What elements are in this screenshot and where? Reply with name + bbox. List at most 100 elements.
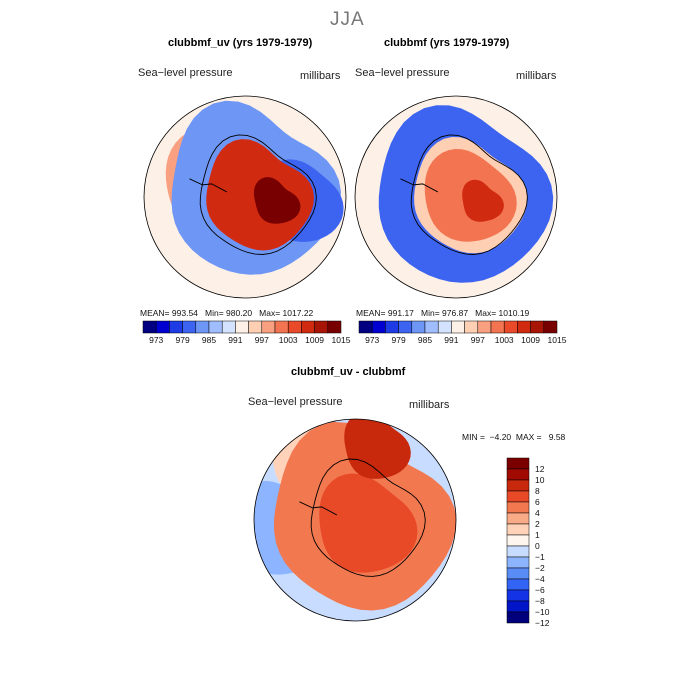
colorbar-1: 973 979 985 991 997 1003 1009 1015 bbox=[358, 320, 567, 345]
peninsula-coastline bbox=[400, 178, 439, 193]
diff-stats: MIN = −4.20 MAX = 9.58 bbox=[462, 432, 565, 442]
diff-colorbar-cell bbox=[506, 600, 530, 613]
colorbar-tick-label: 991 bbox=[228, 335, 242, 345]
colorbar-cell bbox=[169, 320, 183, 334]
colorbar-tick-label: 1015 bbox=[548, 335, 567, 345]
region-east-antarctic-high bbox=[253, 177, 301, 224]
colorbar-tick-label: 973 bbox=[149, 335, 163, 345]
diff-colorbar-cell bbox=[506, 534, 530, 547]
diff-colorbar-tick-label: −12 bbox=[535, 618, 550, 628]
diff-colorbar-tick-label: 0 bbox=[535, 541, 540, 551]
peninsula-coastline bbox=[189, 178, 228, 193]
panel2-mean-value: 991.17 bbox=[387, 308, 414, 318]
panel2-max-value: 1010.19 bbox=[498, 308, 530, 318]
diff-colorbar-tick-label: 6 bbox=[535, 497, 540, 507]
panel1-stats: MEAN= 993.54 Min= 980.20 Max= 1017.22 bbox=[140, 308, 313, 318]
diff-colorbar-tick-label: 10 bbox=[535, 475, 545, 485]
diff-colorbar-cell bbox=[506, 611, 530, 624]
diff-colorbar-tick-label: −10 bbox=[535, 607, 550, 617]
colorbar-cell bbox=[543, 320, 558, 334]
colorbar-cell bbox=[314, 320, 329, 334]
map-border bbox=[354, 95, 558, 299]
panel2-units-label: millibars bbox=[516, 70, 557, 82]
colorbar-cell bbox=[327, 320, 342, 334]
panel1-units-label: millibars bbox=[300, 70, 341, 82]
diff-min-value: −4.20 bbox=[489, 432, 512, 442]
colorbar-tick-label: 985 bbox=[418, 335, 432, 345]
colorbar-cell bbox=[411, 320, 426, 334]
panel2-max-label: Max= bbox=[475, 308, 497, 318]
colorbar-cell bbox=[358, 320, 373, 334]
diff-colorbar-tick-label: 1 bbox=[535, 530, 540, 540]
colorbar-cell bbox=[235, 320, 249, 334]
diff-colorbar-tick-label: 12 bbox=[535, 464, 545, 474]
colorbar-cell bbox=[287, 320, 302, 334]
diff-colorbar-cell bbox=[506, 457, 530, 470]
diff-colorbar-tick-label: −1 bbox=[535, 552, 545, 562]
colorbar-tick-label: 1009 bbox=[305, 335, 324, 345]
colorbar-tick-label: 1003 bbox=[279, 335, 298, 345]
colorbar-cell bbox=[398, 320, 413, 334]
map-border bbox=[253, 418, 457, 622]
colorbar-tick-label: 997 bbox=[471, 335, 485, 345]
diff-colorbar-cell bbox=[506, 512, 530, 525]
diff-colorbar-cell bbox=[506, 490, 530, 503]
diff-colorbar-tick-label: −2 bbox=[535, 563, 545, 573]
diff-units-label: millibars bbox=[409, 399, 450, 411]
diff-colorbar-tick-label: −8 bbox=[535, 596, 545, 606]
diff-colorbar-cell bbox=[506, 589, 530, 602]
panel1-max-value: 1017.22 bbox=[282, 308, 314, 318]
map-0 bbox=[143, 95, 347, 299]
panel2-mean-label: MEAN= bbox=[356, 308, 386, 318]
colorbar-cell bbox=[517, 320, 531, 334]
diff-colorbar-tick-label: −6 bbox=[535, 585, 545, 595]
colorbar-cell bbox=[208, 320, 223, 334]
colorbar-tick-label: 1009 bbox=[521, 335, 540, 345]
antarctica-coastline bbox=[410, 134, 528, 255]
diff-colorbar-cell bbox=[506, 501, 530, 514]
colorbar-cell bbox=[261, 320, 276, 334]
panel2-min-label: Min= bbox=[421, 308, 440, 318]
colorbar-cell bbox=[503, 320, 518, 334]
panel1-title: clubbmf_uv (yrs 1979-1979) bbox=[168, 37, 313, 49]
colorbar-tick-label: 997 bbox=[255, 335, 269, 345]
diff-variable-label: Sea−level pressure bbox=[248, 396, 343, 408]
panel2-variable-label: Sea−level pressure bbox=[355, 67, 450, 79]
map-border bbox=[143, 95, 347, 299]
diff-colorbar-cell bbox=[506, 578, 530, 591]
colorbar-tick-label: 1003 bbox=[495, 335, 514, 345]
colorbar-tick-label: 991 bbox=[444, 335, 458, 345]
colorbar-cell bbox=[274, 320, 289, 334]
colorbar-cell bbox=[424, 320, 439, 334]
panel1-min-label: Min= bbox=[205, 308, 224, 318]
diff-colorbar-cell bbox=[506, 479, 530, 492]
region-interior-maximum bbox=[319, 473, 418, 573]
colorbar-cell bbox=[530, 320, 545, 334]
diff-title: clubbmf_uv - clubbmf bbox=[291, 366, 406, 378]
diff-max-label: MAX = bbox=[515, 432, 542, 442]
colorbar-tick-label: 985 bbox=[202, 335, 216, 345]
colorbar-tick-label: 973 bbox=[365, 335, 379, 345]
diff-colorbar-tick-label: 8 bbox=[535, 486, 540, 496]
region-east-antarctic-high bbox=[462, 179, 504, 222]
panel2-stats: MEAN= 991.17 Min= 976.87 Max= 1010.19 bbox=[356, 308, 529, 318]
colorbar-tick-label: 979 bbox=[392, 335, 406, 345]
colorbar-cell bbox=[371, 320, 386, 334]
colorbar-cell bbox=[464, 320, 479, 334]
diff-colorbar-cell bbox=[506, 523, 530, 536]
colorbar-tick-label: 979 bbox=[176, 335, 190, 345]
map-2 bbox=[253, 418, 457, 622]
diff-colorbar-cell bbox=[506, 545, 530, 558]
colorbar-cell bbox=[221, 320, 236, 334]
colorbar-cell bbox=[301, 320, 315, 334]
colorbar-cell bbox=[142, 320, 157, 334]
region-peninsula-maximum bbox=[344, 419, 411, 479]
colorbar-cell bbox=[195, 320, 210, 334]
panel1-variable-label: Sea−level pressure bbox=[138, 67, 233, 79]
season-title: JJA bbox=[330, 9, 365, 30]
diff-colorbar-cell bbox=[506, 468, 530, 481]
colorbar-cell bbox=[248, 320, 263, 334]
diff-max-value: 9.58 bbox=[548, 432, 566, 442]
colorbar-cell bbox=[182, 320, 197, 334]
